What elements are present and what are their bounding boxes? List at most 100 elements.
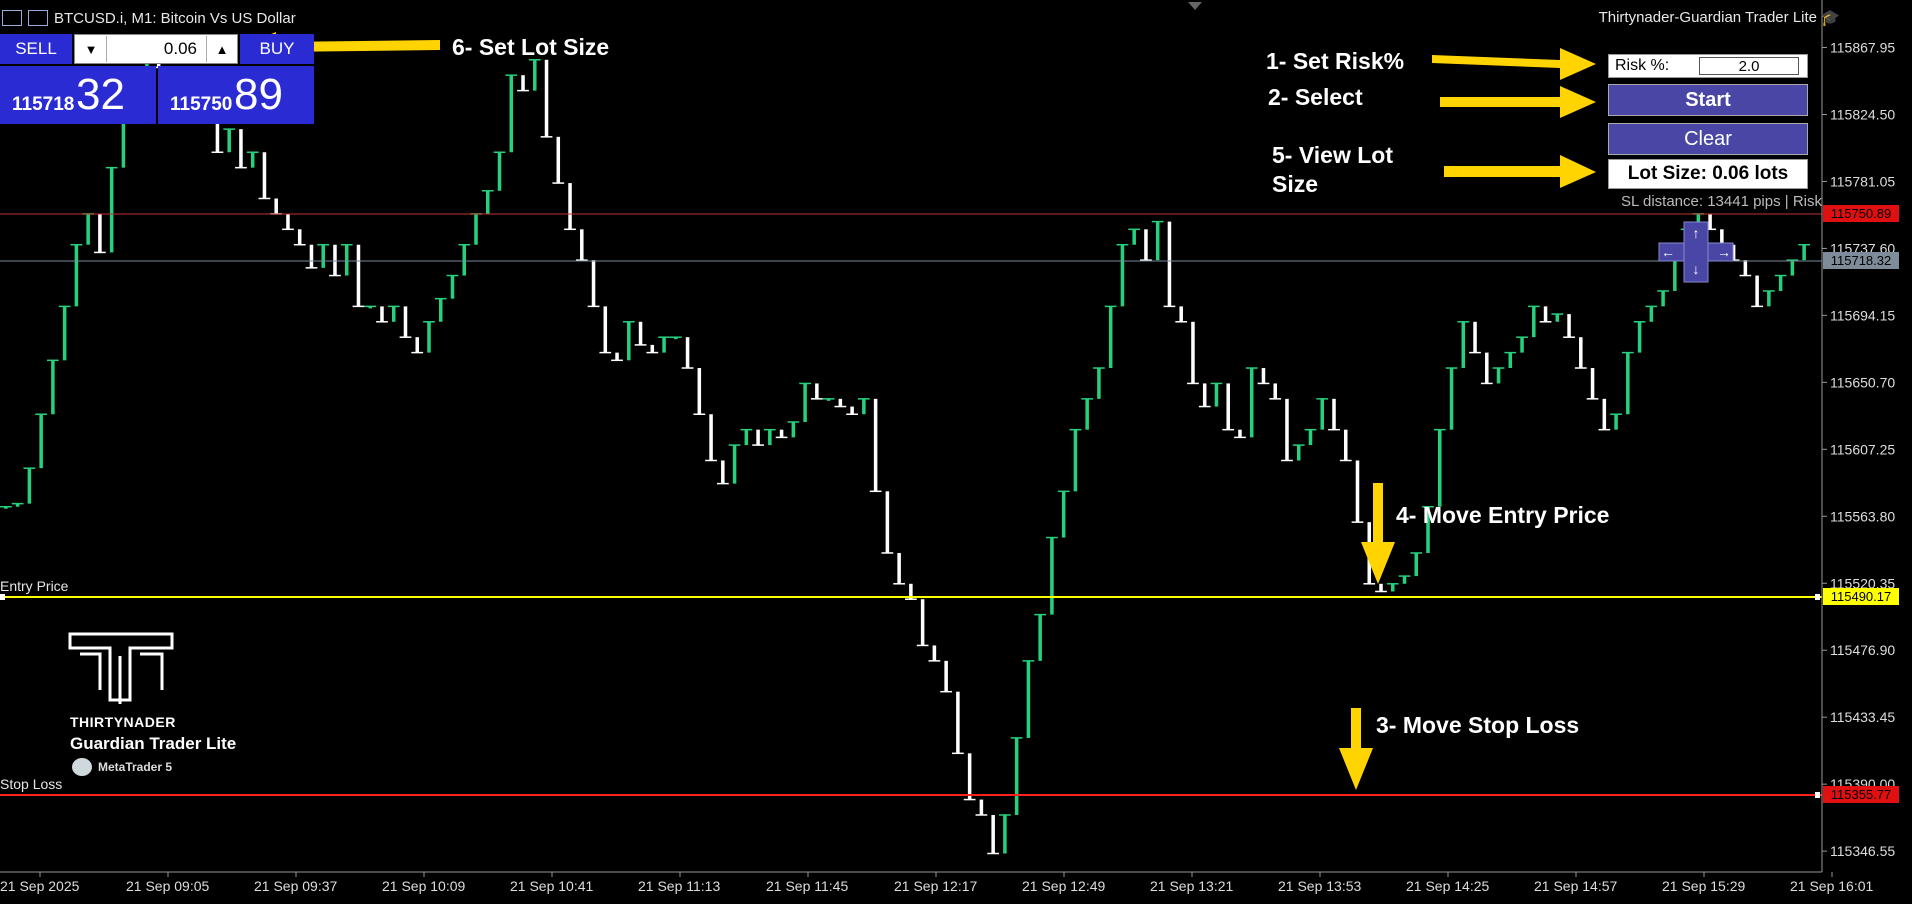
candle-bear [544,59,549,137]
candle-bear [1755,275,1759,307]
candle-bear [1343,429,1348,461]
time-tick-label: 21 Sep 13:53 [1278,878,1362,894]
candle-bull [1026,660,1031,738]
candle-bear [650,344,655,353]
risk-input[interactable]: 2.0 [1699,57,1799,75]
candle-bull [1508,352,1513,369]
entry-handle-right [1815,594,1820,600]
candle-bear [838,398,843,407]
candle-bull [1050,537,1054,615]
candle-bear [685,337,690,369]
candle-bull [497,152,502,191]
time-tick-label: 21 Sep 10:41 [510,878,594,894]
sell-price-pips: 32 [76,70,125,119]
candle-bull [1637,321,1642,353]
lot-increase-button[interactable]: ▲ [206,36,237,62]
candle-bull [427,321,431,353]
candle-bull [1214,383,1219,407]
candle-bear [98,213,102,253]
sl-distance-text: SL distance: 13441 pips | Risk [1621,193,1822,210]
candle-bull [1649,306,1654,322]
time-tick-label: 21 Sep 14:25 [1406,878,1490,894]
candle-bull [1461,321,1466,369]
candle-bull [533,59,537,91]
candle-bull [1038,614,1042,661]
candle-bull [74,244,79,307]
candle-bull [27,468,32,504]
candle-bear [1144,229,1148,261]
candle-bear [603,306,608,353]
candle-bull [121,121,126,168]
candle-bear [356,244,361,307]
time-tick-label: 21 Sep 09:05 [126,878,210,894]
candle-bear [591,260,596,307]
move-crosshair-icon[interactable]: ↑ ↓ ← → [1658,221,1734,283]
candle-bear [909,583,913,600]
candle-bull [86,213,90,245]
price-tick-label: 115867.95 [1830,40,1895,56]
candle-bear [1355,460,1360,523]
clear-button[interactable]: Clear [1608,123,1808,155]
price-tag-sl: 115355.77 [1823,786,1899,803]
candle-bear [286,213,290,230]
sl-handle-right [1815,792,1820,798]
chart-icon[interactable] [28,10,48,26]
candle-bear [1179,306,1183,322]
candle-bull [1402,576,1407,584]
candle-bull [1073,429,1078,492]
candle-bull [1802,244,1806,261]
menu-icon[interactable] [2,10,22,26]
arrow-risk [1432,48,1596,80]
price-tick-label: 115346.55 [1830,843,1895,859]
candle-bear [1379,583,1383,592]
candle-bear [873,398,878,492]
candle-bull [321,244,325,268]
candle-bear [403,306,408,338]
candle-bear [521,75,525,91]
candle-bull [450,275,455,299]
risk-row: Risk %: 2.0 [1608,54,1808,78]
candle-bear [638,321,643,345]
price-tick-label: 115563.80 [1830,508,1895,524]
candle-bull [1014,737,1019,815]
window-header: BTCUSD.i, M1: Bitcoin Vs US Dollar [2,6,296,30]
candle-bear [932,645,937,661]
buy-price-button[interactable]: 115750 89 [158,66,314,124]
logo-brand: THIRTYNADER [70,714,176,730]
time-tick-label: 21 Sep 11:45 [766,878,848,894]
candle-bear [967,753,972,800]
candle-bull [15,503,20,507]
candle-bear [1473,321,1477,353]
candle-bear [815,383,819,399]
time-tick-label: 21 Sep 10:09 [382,878,466,894]
risk-label: Risk %: [1615,57,1670,74]
price-tick-label: 115824.50 [1830,106,1895,122]
sell-button[interactable]: SELL [0,34,72,64]
candle-bear [944,660,948,692]
ask-price-tag: 115750.89 [1831,206,1892,221]
lot-decrease-button[interactable]: ▼ [76,36,107,62]
shift-marker [1188,2,1202,10]
candle-bull [1555,314,1560,322]
candle-bull [627,321,631,361]
candle-bear [1743,260,1748,276]
start-button[interactable]: Start [1608,84,1808,116]
candle-bear [1167,221,1172,307]
price-tick-label: 115694.15 [1830,307,1895,323]
arrow-sl [1339,708,1373,790]
arrow-entry [1361,483,1395,584]
graduation-cap-icon: 🎓 [1820,10,1840,27]
candle-bear [885,491,890,553]
panel-title: Thirtynader-Guardian Trader Lite [1598,9,1817,26]
time-tick-label: 21 Sep 11:13 [638,878,720,894]
candle-bull [1426,506,1430,553]
candle-bear [956,691,960,754]
candle-bear [1238,429,1242,438]
sell-price-button[interactable]: 115718 32 [0,66,156,124]
candle-bull [485,190,490,214]
arrow-select [1440,86,1596,118]
buy-button[interactable]: BUY [240,34,314,64]
candle-bear [920,599,925,646]
candle-bull [391,306,396,322]
svg-text:↑: ↑ [1693,225,1700,241]
